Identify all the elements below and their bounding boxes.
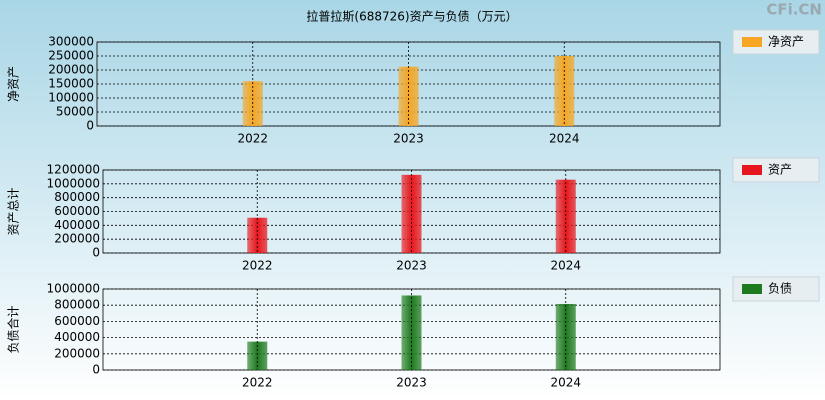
bar [401, 295, 422, 370]
y-tick-label: 400000 [54, 330, 100, 344]
x-tick-label: 2024 [549, 132, 580, 146]
legend-swatch [742, 284, 762, 294]
y-tick-label: 100000 [48, 91, 94, 105]
y-tick-label: 800000 [54, 298, 100, 312]
y-tick-label: 300000 [48, 35, 94, 49]
y-tick-label: 200000 [54, 346, 100, 360]
legend-swatch [742, 37, 762, 47]
x-tick-label: 2023 [396, 376, 427, 390]
bar [555, 179, 576, 253]
y-tick-label: 1200000 [47, 163, 100, 177]
bar [398, 66, 419, 126]
x-tick-label: 2023 [396, 259, 427, 273]
y-tick-label: 150000 [48, 77, 94, 91]
legend-swatch [742, 165, 762, 175]
y-tick-label: 400000 [54, 218, 100, 232]
bar [401, 174, 422, 253]
y-tick-label: 600000 [54, 204, 100, 218]
y-tick-label: 0 [86, 119, 94, 133]
y-tick-label: 250000 [48, 49, 94, 63]
y-axis-label: 资产总计 [7, 187, 21, 235]
legend-label: 负债 [768, 282, 792, 296]
y-tick-label: 800000 [54, 190, 100, 204]
x-tick-label: 2024 [550, 259, 581, 273]
legend-label: 资产 [768, 163, 792, 177]
x-tick-label: 2024 [550, 376, 581, 390]
legend-label: 净资产 [768, 35, 804, 49]
y-tick-label: 200000 [48, 63, 94, 77]
y-tick-label: 50000 [56, 105, 94, 119]
bar [247, 341, 268, 370]
y-tick-label: 1000000 [47, 282, 100, 296]
chart-title: 拉普拉斯(688726)资产与负债（万元） [306, 9, 517, 24]
watermark: CFi.CN [766, 1, 822, 19]
x-tick-label: 2022 [242, 376, 273, 390]
y-tick-label: 0 [92, 246, 100, 260]
y-tick-label: 0 [92, 363, 100, 377]
legend-box [732, 276, 820, 302]
y-tick-label: 1000000 [47, 176, 100, 190]
x-tick-label: 2022 [242, 259, 273, 273]
y-axis-label: 负债合计 [6, 305, 21, 353]
y-tick-label: 200000 [54, 232, 100, 246]
bar [555, 303, 576, 370]
y-axis-label: 净资产 [7, 66, 21, 102]
x-tick-label: 2022 [237, 132, 268, 146]
x-tick-label: 2023 [393, 132, 424, 146]
y-tick-label: 600000 [54, 314, 100, 328]
